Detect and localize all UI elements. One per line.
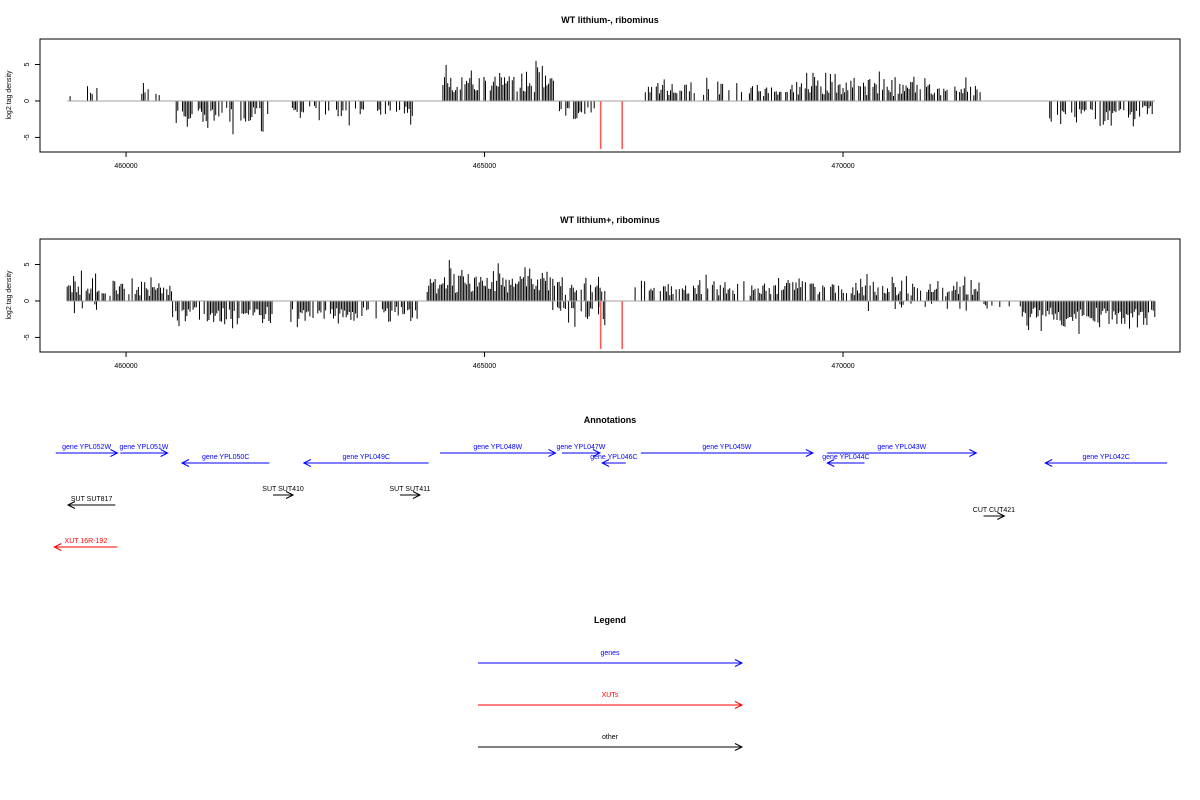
legend-items: genes XUTs other [478, 650, 744, 751]
track-panel-lithium-plus: WT lithium+, ribominus log2 tag density … [6, 215, 1181, 370]
legend-item-genes: genes [478, 650, 744, 667]
feature-arrow-head [412, 491, 422, 499]
bar-group [66, 260, 1156, 350]
feature-arrow-head [53, 543, 62, 551]
x-tick-label: 460000 [114, 163, 137, 170]
feature-arrow-head [285, 491, 295, 499]
feature-label: gene YPL044C [822, 454, 869, 461]
feature-label: SUT SUT410 [262, 486, 304, 493]
feature-sut-sut410: SUT SUT410 [262, 486, 304, 499]
bar-group [69, 60, 1153, 150]
axes-group: -5 0 5 460000 465000 470000 [24, 262, 1155, 370]
feature-arrow-head [734, 743, 744, 751]
y-tick-label: -5 [24, 334, 31, 340]
feature-arrow-head [1044, 459, 1053, 467]
feature-gene-ypl049c: gene YPL049C [302, 454, 429, 467]
feature-arrow-head [826, 459, 835, 467]
feature-arrow-head [805, 449, 815, 457]
track-title: WT lithium-, ribominus [561, 15, 659, 25]
feature-gene-ypl045w: gene YPL045W [640, 444, 815, 457]
track-title: WT lithium+, ribominus [560, 215, 660, 225]
feature-gene-ypl046c: gene YPL046C [590, 454, 638, 467]
legend-panel: Legend genes XUTs other [478, 615, 744, 751]
feature-label: gene YPL051W [120, 444, 169, 451]
feature-cut-cut421: CUT CUT421 [973, 507, 1015, 520]
feature-gene-ypl047w: gene YPL047W [557, 444, 606, 457]
y-axis-label: log2 tag density [6, 270, 13, 320]
feature-arrow-head [734, 701, 744, 709]
feature-label: gene YPL047W [557, 444, 606, 451]
feature-label: gene YPL050C [202, 454, 249, 461]
y-tick-label: 0 [24, 99, 31, 103]
feature-label: CUT CUT421 [973, 507, 1015, 514]
feature-arrow-head [180, 459, 190, 467]
legend-label: other [602, 734, 619, 741]
feature-label: gene YPL052W [62, 444, 111, 451]
feature-arrow-head [734, 659, 744, 667]
feature-gene-ypl048w: gene YPL048W [440, 444, 557, 457]
annotations-title: Annotations [584, 415, 637, 425]
feature-arrow-head [110, 449, 119, 457]
legend-title: Legend [594, 615, 626, 625]
feature-group: gene YPL052W gene YPL051W gene YPL050C gene… [53, 444, 1168, 551]
y-tick-label: -5 [24, 134, 31, 140]
feature-label: gene YPL048W [473, 444, 522, 451]
feature-label: gene YPL043W [877, 444, 926, 451]
y-tick-label: 0 [24, 299, 31, 303]
feature-label: SUT SUT817 [71, 496, 113, 503]
plot-frame [39, 238, 1181, 353]
feature-label: gene YPL045W [702, 444, 751, 451]
annotations-panel: Annotations gene YPL052W gene YPL051Wgene… [53, 415, 1168, 551]
feature-sut-sut411: SUT SUT411 [389, 486, 431, 499]
feature-label: SUT SUT411 [389, 486, 430, 493]
feature-sut-sut817: SUT SUT817 [66, 496, 116, 509]
legend-label: XUTs [602, 692, 619, 699]
feature-label: gene YPL049C [343, 454, 390, 461]
feature-gene-ypl051w: gene YPL051W [120, 444, 169, 457]
feature-arrow-head [969, 449, 978, 457]
feature-xut-16r-192: XUT 16R-192 [53, 538, 118, 551]
legend-label: genes [600, 650, 620, 657]
feature-arrow-head [160, 449, 169, 457]
feature-arrow-head [66, 501, 76, 509]
feature-arrow-head [302, 459, 312, 467]
x-tick-label: 465000 [473, 363, 496, 370]
y-tick-label: 5 [24, 262, 31, 266]
y-axis-label: log2 tag density [6, 70, 13, 120]
feature-arrow-head [548, 449, 557, 457]
feature-gene-ypl044c: gene YPL044C [822, 454, 870, 467]
feature-label: gene YPL042C [1082, 454, 1129, 461]
x-tick-label: 465000 [473, 163, 496, 170]
feature-gene-ypl042c: gene YPL042C [1044, 454, 1168, 467]
x-tick-label: 470000 [831, 163, 854, 170]
feature-arrow-head [997, 512, 1006, 520]
x-tick-label: 460000 [114, 363, 137, 370]
feature-arrow-head [592, 449, 602, 457]
feature-label: gene YPL046C [590, 454, 637, 461]
track-panel-lithium-minus: WT lithium-, ribominus log2 tag density … [6, 15, 1181, 170]
legend-item-other: other [478, 734, 744, 751]
feature-gene-ypl052w: gene YPL052W [55, 444, 119, 457]
feature-gene-ypl050c: gene YPL050C [180, 454, 270, 467]
x-tick-label: 470000 [831, 363, 854, 370]
feature-arrow-head [600, 459, 610, 467]
feature-label: XUT 16R-192 [65, 538, 108, 545]
plot-frame [39, 38, 1181, 153]
legend-item-xuts: XUTs [478, 692, 744, 709]
y-tick-label: 5 [24, 62, 31, 66]
axes-group: -5 0 5 460000 465000 470000 [24, 62, 1155, 170]
feature-gene-ypl043w: gene YPL043W [827, 444, 978, 457]
